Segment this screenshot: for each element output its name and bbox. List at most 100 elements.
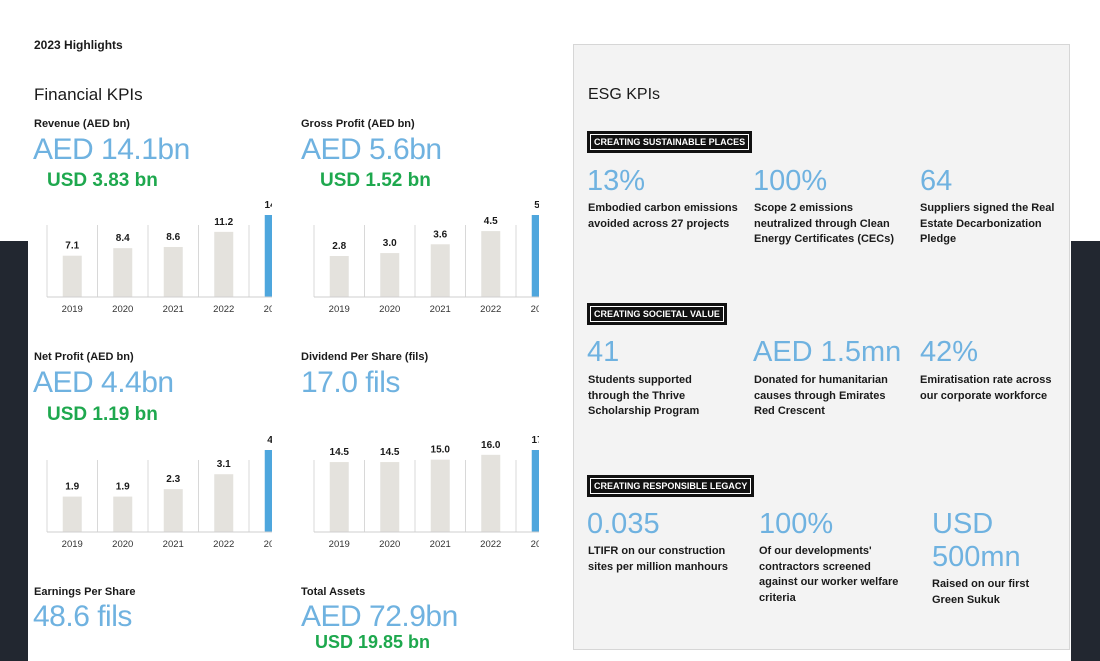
gross-profit-usd: USD 1.52 bn — [320, 170, 431, 191]
net-profit-usd: USD 1.19 bn — [47, 404, 158, 425]
revenue-usd: USD 3.83 bn — [47, 170, 158, 191]
data-label: 2.8 — [332, 241, 346, 252]
esg-societal-desc-3: Emiratisation rate across our corporate … — [920, 374, 1052, 402]
bar-2022 — [214, 231, 234, 297]
data-label: 14.5 — [330, 447, 350, 458]
esg-places-desc-3: Suppliers signed the Real Estate Decarbo… — [920, 202, 1055, 245]
revenue-label: Revenue (AED bn) — [34, 118, 130, 130]
bar-2023 — [264, 450, 272, 532]
net-profit-label: Net Profit (AED bn) — [34, 351, 134, 363]
esg-legacy-value-1: 0.035 — [587, 508, 660, 540]
esg-legacy-value-3: USD 500mn — [932, 508, 1021, 573]
esg-societal-value-1: 41 — [587, 336, 620, 368]
financial-kpis-title: Financial KPIs — [34, 85, 143, 104]
esg-societal-desc-1: Students supported through the Thrive Sc… — [588, 374, 700, 417]
tick-label: 2019 — [62, 539, 83, 550]
esg-societal-value-3: 42% — [920, 336, 979, 368]
gross-profit-value: AED 5.6bn — [301, 133, 442, 166]
data-label: 15.0 — [431, 445, 451, 456]
tick-label: 2023 — [264, 304, 272, 315]
bar-2019 — [62, 496, 82, 532]
bar-2023 — [264, 215, 272, 297]
bar-2021 — [430, 459, 450, 532]
data-label: 14.1 — [265, 200, 272, 211]
revenue-value: AED 14.1bn — [33, 133, 190, 166]
data-label: 2.3 — [166, 474, 180, 485]
tick-label: 2022 — [213, 539, 234, 550]
dividend-value: 17.0 fils — [301, 366, 400, 399]
bar-2021 — [163, 489, 183, 532]
eps-label: Earnings Per Share — [34, 586, 136, 598]
esg-societal-desc-2: Donated for humanitarian causes through … — [754, 374, 888, 417]
tick-label: 2021 — [430, 304, 451, 315]
tick-label: 2020 — [112, 539, 133, 550]
esg-kpis-title: ESG KPIs — [588, 86, 661, 103]
bar-2023 — [531, 450, 539, 532]
tick-label: 2021 — [430, 539, 451, 550]
gross-profit-chart: 2.8 2019 3.0 2020 3.6 2021 4.5 2022 5.6 2023 — [299, 195, 539, 319]
tick-label: 2023 — [531, 539, 539, 550]
data-label: 3.0 — [383, 238, 397, 249]
total-assets-label: Total Assets — [301, 586, 366, 598]
tick-label: 2022 — [480, 304, 501, 315]
dividend-label: Dividend Per Share (fils) — [301, 351, 429, 363]
bar-2020 — [113, 496, 133, 532]
total-assets-value: AED 72.9bn — [301, 600, 458, 633]
tick-label: 2023 — [264, 539, 272, 550]
dividend-chart: 14.5 2019 14.5 2020 15.0 2021 16.0 2022 17.0 2023 — [299, 430, 539, 554]
tick-label: 2021 — [163, 539, 184, 550]
data-label: 1.9 — [65, 482, 79, 493]
esg-places-desc-2: Scope 2 emissions neutralized through Cl… — [754, 202, 894, 245]
data-label: 16.0 — [481, 440, 501, 451]
data-label: 3.6 — [433, 229, 447, 240]
data-label: 14.5 — [380, 447, 400, 458]
tick-label: 2023 — [531, 304, 539, 315]
data-label: 3.1 — [217, 459, 231, 470]
net_profit-bar-chart: 1.9 2019 1.9 2020 2.3 2021 3.1 2022 4.4 2023 — [46, 435, 272, 550]
bar-2019 — [329, 462, 349, 532]
bar-2020 — [113, 248, 133, 297]
tick-label: 2021 — [163, 304, 184, 315]
esg-panel: ESG KPIs CREATING SUSTAINABLE PLACES 13%… — [573, 44, 1070, 650]
data-label: 7.1 — [65, 241, 79, 252]
revenue-bar-chart: 7.1 2019 8.4 2020 8.6 2021 11.2 2022 14.1 2023 — [46, 200, 272, 315]
net-profit-chart: 1.9 2019 1.9 2020 2.3 2021 3.1 2022 4.4 2023 — [32, 430, 272, 554]
esg-legacy-desc-2: Of our developments' contractors screene… — [759, 545, 899, 604]
net-profit-value: AED 4.4bn — [33, 366, 174, 399]
bar-2020 — [380, 253, 400, 297]
eps-value: 48.6 fils — [33, 600, 132, 633]
bar-2022 — [481, 454, 501, 532]
data-label: 17.0 — [532, 435, 539, 446]
bar-2023 — [531, 215, 539, 297]
highlights-title: 2023 Highlights — [34, 38, 123, 52]
banner-responsible-legacy: CREATING RESPONSIBLE LEGACY — [586, 475, 755, 497]
gross_profit-bar-chart: 2.8 2019 3.0 2020 3.6 2021 4.5 2022 5.6 2023 — [313, 200, 539, 315]
revenue-chart: 7.1 2019 8.4 2020 8.6 2021 11.2 2022 14.1 2023 — [32, 195, 272, 319]
bar-2021 — [430, 244, 450, 297]
esg-places-value-2: 100% — [753, 165, 828, 197]
tick-label: 2020 — [379, 304, 400, 315]
tick-label: 2020 — [379, 539, 400, 550]
bar-2021 — [163, 246, 183, 297]
esg-legacy-value-2: 100% — [759, 508, 834, 540]
esg-legacy-desc-1: LTIFR on our construction sites per mill… — [588, 545, 728, 573]
bar-2022 — [481, 231, 501, 297]
dividend-bar-chart: 14.5 2019 14.5 2020 15.0 2021 16.0 2022 17.0 2023 — [313, 435, 539, 550]
data-label: 8.4 — [116, 233, 130, 244]
esg-places-desc-1: Embodied carbon emissions avoided across… — [588, 202, 738, 230]
tick-label: 2022 — [213, 304, 234, 315]
esg-places-value-3: 64 — [920, 165, 953, 197]
tick-label: 2019 — [62, 304, 83, 315]
bar-2020 — [380, 462, 400, 532]
esg-legacy-desc-3: Raised on our first Green Sukuk — [932, 578, 1030, 606]
total-assets-usd: USD 19.85 bn — [315, 632, 431, 652]
tick-label: 2019 — [329, 539, 350, 550]
data-label: 4.4 — [267, 435, 272, 446]
banner-societal-value: CREATING SOCIETAL VALUE — [587, 303, 727, 325]
banner-sustainable-places: CREATING SUSTAINABLE PLACES — [586, 131, 753, 153]
data-label: 11.2 — [214, 217, 233, 228]
data-label: 8.6 — [166, 232, 180, 243]
tick-label: 2022 — [480, 539, 501, 550]
data-label: 1.9 — [116, 482, 130, 493]
gross-profit-label: Gross Profit (AED bn) — [301, 118, 415, 130]
